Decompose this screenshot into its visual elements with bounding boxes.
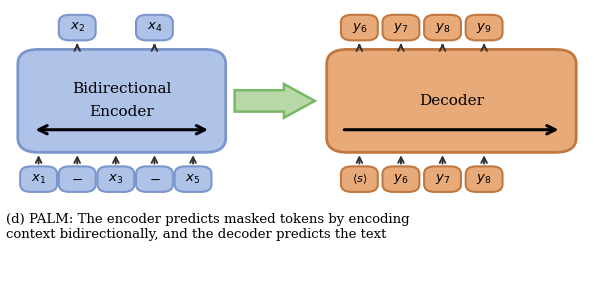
Text: $x_3$: $x_3$ bbox=[108, 172, 124, 186]
FancyBboxPatch shape bbox=[97, 166, 134, 192]
Text: Bidirectional: Bidirectional bbox=[72, 82, 172, 96]
FancyBboxPatch shape bbox=[466, 15, 503, 40]
Text: $y_8$: $y_8$ bbox=[476, 172, 492, 186]
Text: $y_6$: $y_6$ bbox=[352, 21, 367, 35]
FancyBboxPatch shape bbox=[424, 166, 461, 192]
Text: $\langle s\rangle$: $\langle s\rangle$ bbox=[352, 172, 367, 186]
FancyBboxPatch shape bbox=[20, 166, 57, 192]
Text: Decoder: Decoder bbox=[419, 94, 484, 108]
FancyBboxPatch shape bbox=[59, 166, 96, 192]
FancyBboxPatch shape bbox=[341, 166, 378, 192]
FancyBboxPatch shape bbox=[18, 49, 226, 152]
FancyBboxPatch shape bbox=[327, 49, 576, 152]
Text: $-$: $-$ bbox=[148, 173, 160, 186]
FancyBboxPatch shape bbox=[136, 15, 173, 40]
FancyBboxPatch shape bbox=[175, 166, 211, 192]
FancyBboxPatch shape bbox=[136, 166, 173, 192]
Text: $x_1$: $x_1$ bbox=[31, 172, 46, 186]
Text: (d) PALM: The encoder predicts masked tokens by encoding
context bidirectionally: (d) PALM: The encoder predicts masked to… bbox=[6, 213, 410, 241]
FancyArrow shape bbox=[235, 84, 315, 118]
FancyBboxPatch shape bbox=[59, 15, 96, 40]
FancyBboxPatch shape bbox=[383, 15, 419, 40]
Text: $y_7$: $y_7$ bbox=[393, 21, 409, 35]
Text: $y_6$: $y_6$ bbox=[393, 172, 409, 186]
FancyBboxPatch shape bbox=[341, 15, 378, 40]
Text: $x_5$: $x_5$ bbox=[185, 172, 201, 186]
Text: Encoder: Encoder bbox=[89, 106, 154, 120]
Text: $x_2$: $x_2$ bbox=[69, 21, 85, 34]
Text: $y_7$: $y_7$ bbox=[435, 172, 450, 186]
Text: $x_4$: $x_4$ bbox=[147, 21, 162, 34]
Text: $y_9$: $y_9$ bbox=[476, 21, 492, 35]
Text: $-$: $-$ bbox=[71, 173, 83, 186]
FancyBboxPatch shape bbox=[466, 166, 503, 192]
FancyBboxPatch shape bbox=[383, 166, 419, 192]
FancyBboxPatch shape bbox=[424, 15, 461, 40]
Text: $y_8$: $y_8$ bbox=[435, 21, 450, 35]
